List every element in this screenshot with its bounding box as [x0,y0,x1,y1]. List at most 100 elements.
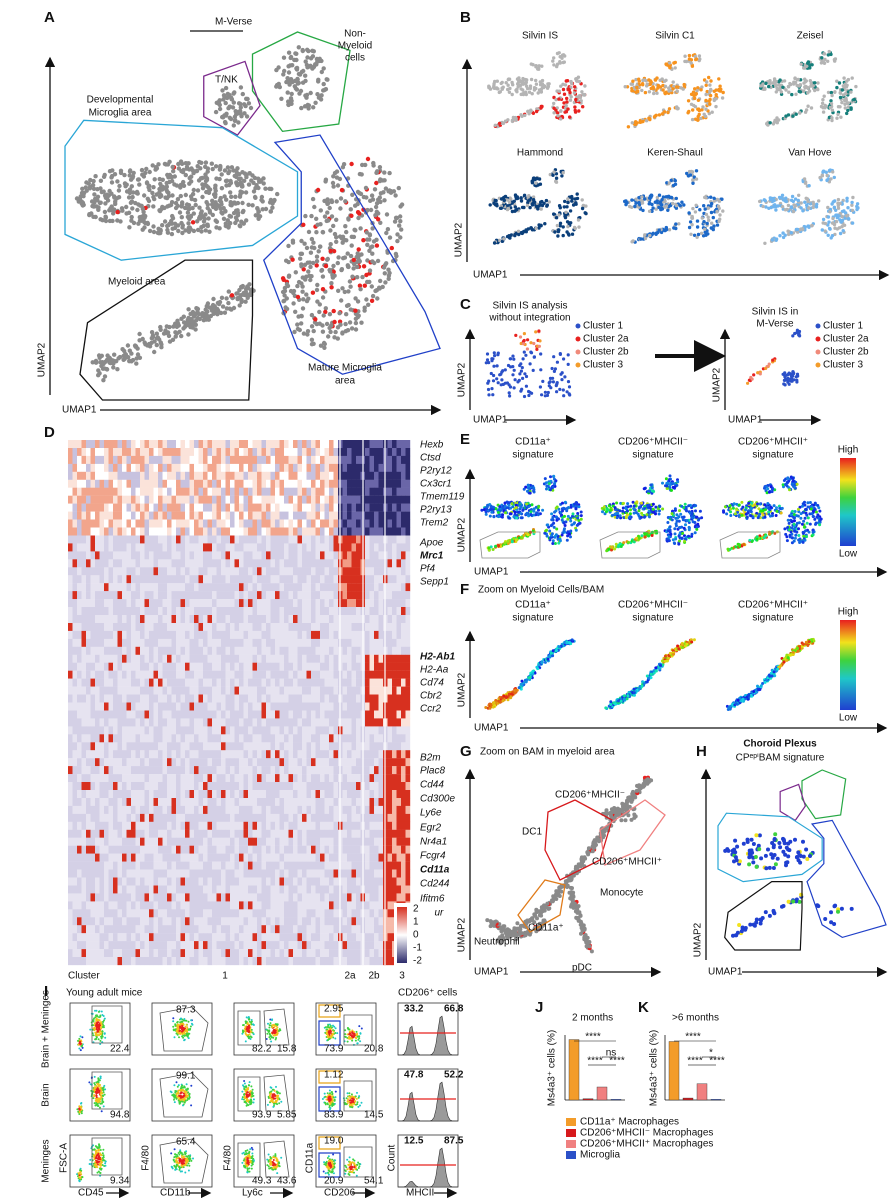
heatmap-cell [126,455,132,465]
heatmap-cell [243,479,249,488]
cell-dot [531,111,536,116]
heatmap-cell [207,559,213,568]
cell-dot [215,306,220,312]
cell-dot [300,80,306,85]
heatmap-cell [176,543,181,552]
heatmap-cell [320,543,325,552]
subpanel-title: Silvin IS in [752,307,799,318]
cell-dot [129,351,134,356]
heatmap-cell [288,591,294,600]
cell-dot [306,48,311,54]
cell-dot [244,96,249,102]
legend-swatch [815,336,821,342]
heatmap-cell [284,463,289,473]
heatmap-cell [221,527,226,536]
heatmap-cell [171,479,177,488]
cell-dot [630,198,634,202]
heatmap-cell [365,583,370,592]
heatmap-cell [266,567,271,576]
heatmap-cell [401,519,406,528]
heatmap-cell [153,607,159,616]
heatmap-cell [297,448,303,457]
cell-dot [528,362,532,366]
heatmap-cell [320,591,325,600]
heatmap-cell [225,551,231,560]
heatmap-cell [221,551,226,560]
cell-dot [235,296,240,301]
cell-dot [237,287,242,293]
heatmap-cell [248,551,253,560]
cell-dot [363,185,369,191]
legend-swatch [815,362,821,368]
cell-dot [721,209,725,213]
heatmap-cell [288,575,294,584]
heatmap-cell [99,503,105,512]
cell-dot [568,115,572,119]
heatmap-cell [297,471,303,480]
cell-dot [151,224,156,229]
cell-dot [217,106,223,112]
cell-dot [834,219,839,224]
heatmap-cell [279,559,285,568]
cell-dot [323,179,328,184]
heatmap-cell [374,511,379,520]
cell-dot [319,268,324,273]
cell-dot [210,166,215,172]
cell-dot [130,206,135,211]
cell-dot [244,218,249,223]
heatmap-cell [288,471,294,480]
heatmap-cell [176,559,181,568]
cell-dot [572,91,577,95]
cell-dot [717,199,722,203]
heatmap-cell [176,607,181,616]
heatmap-cell [266,455,271,465]
cell-dot [548,380,552,384]
heatmap-cell [257,503,262,512]
cell-dot [569,95,573,99]
heatmap-cell [180,607,186,616]
cell-dot [539,200,543,204]
cell-dot [756,371,760,375]
heatmap-cell [113,543,118,552]
heatmap-cell [392,495,397,504]
heatmap-cell [167,479,172,488]
cell-dot [805,203,809,207]
heatmap-cell [306,503,312,512]
cell-dot [377,165,383,170]
cell-dot [280,289,286,295]
heatmap-cell [261,559,267,568]
cell-dot [771,122,776,126]
cell-dot [349,326,355,331]
cell-dot [657,193,662,197]
cell-dot [578,95,583,100]
cell-dot [695,225,700,229]
x-axis-label: UMAP1 [473,270,508,281]
legend-swatch [815,323,821,329]
heatmap-cell [248,527,253,536]
heatmap-cell [225,503,231,512]
heatmap-cell [203,471,208,480]
heatmap-cell [347,551,352,560]
heatmap-cell [225,543,231,552]
heatmap-cell [333,607,339,616]
heatmap-cell [351,583,357,592]
heatmap-cell [122,583,127,592]
heatmap-cell [252,591,258,600]
heatmap-cell [167,448,172,457]
heatmap-cell [225,519,231,528]
cell-dot [200,186,206,191]
cell-dot [640,88,644,93]
heatmap-cell [90,479,96,488]
heatmap-cell [140,463,145,473]
heatmap-cell [333,487,339,496]
cell-dot [162,161,168,167]
cell-dot [103,218,109,224]
heatmap-cell [135,471,141,480]
heatmap-cell [122,575,127,584]
cell-dot [137,355,143,360]
cell-dot [554,216,559,220]
cell-dot [793,204,798,208]
heatmap-cell [162,511,168,520]
heatmap-cell [126,487,132,496]
cell-dot [584,211,588,216]
